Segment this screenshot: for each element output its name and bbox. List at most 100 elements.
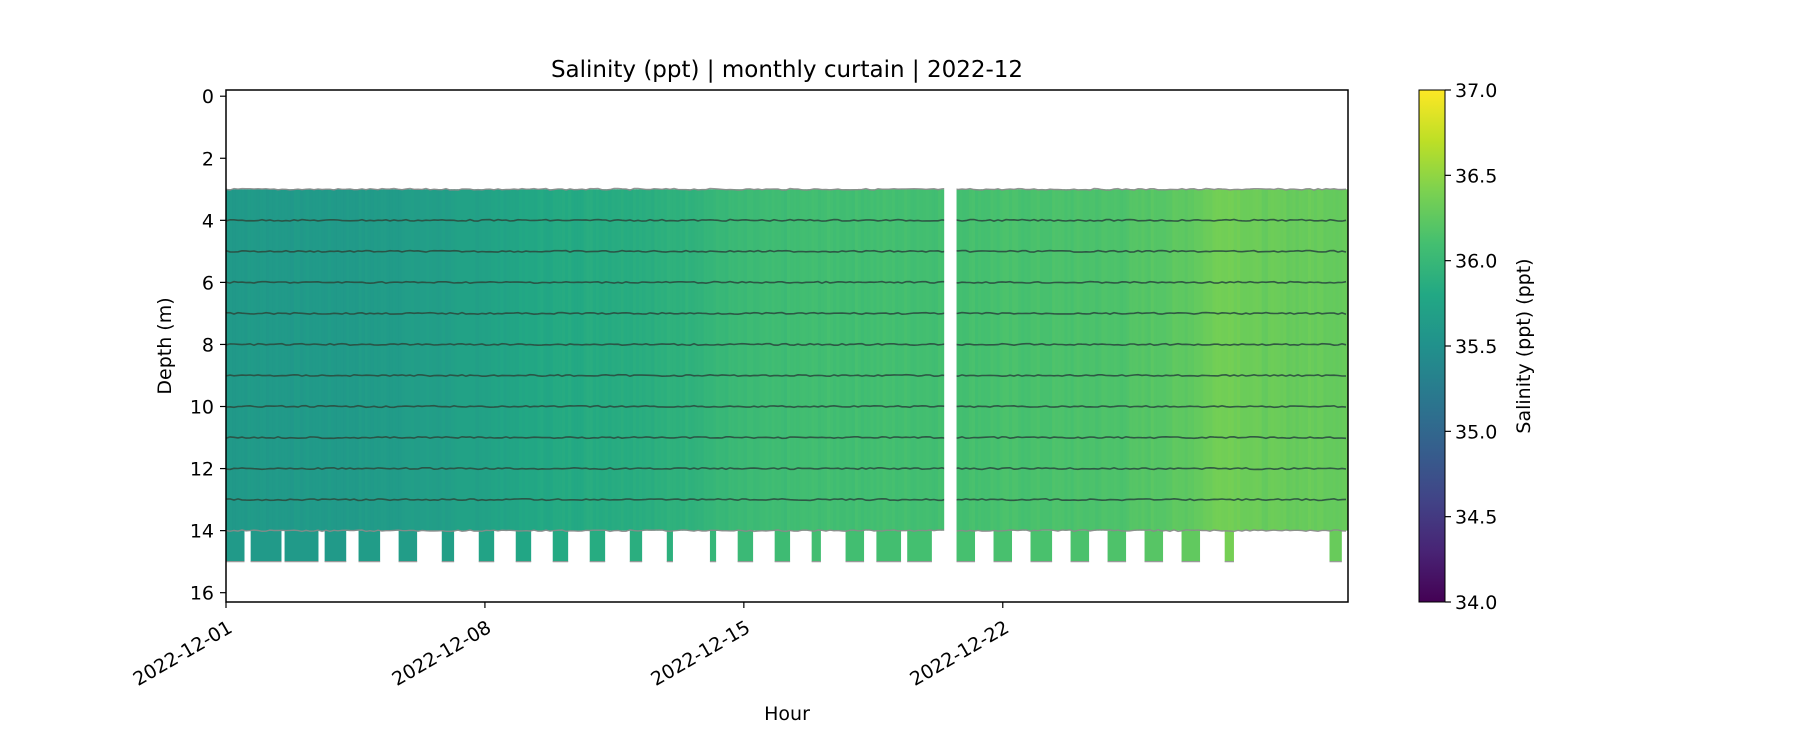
sensor-line-4m bbox=[226, 218, 1347, 222]
heat-cell bbox=[1277, 189, 1281, 531]
heat-cell bbox=[355, 189, 360, 531]
heat-cell bbox=[870, 189, 874, 531]
heat-cell bbox=[1298, 189, 1303, 531]
heat-cell bbox=[925, 189, 930, 531]
heat-cell bbox=[848, 189, 853, 531]
heat-cell bbox=[1092, 189, 1096, 531]
heat-cell bbox=[620, 189, 625, 531]
heat-cell bbox=[518, 189, 523, 531]
heat-cell bbox=[836, 189, 841, 531]
heat-cell bbox=[250, 189, 255, 531]
sensor-line-14m bbox=[226, 529, 1347, 533]
heat-cell bbox=[996, 189, 1001, 531]
heat-cell bbox=[814, 189, 819, 531]
heat-cell bbox=[469, 189, 474, 531]
heat-cell bbox=[1116, 189, 1121, 531]
heat-cell bbox=[1175, 189, 1180, 531]
heat-cell bbox=[370, 189, 375, 531]
heat-cell bbox=[645, 189, 649, 531]
heat-cell bbox=[1317, 189, 1321, 531]
y-tick-label: 2 bbox=[202, 148, 214, 170]
heat-cell bbox=[756, 189, 760, 531]
bottom-block bbox=[956, 530, 976, 562]
heat-cell bbox=[1030, 189, 1035, 531]
heat-cell bbox=[1012, 189, 1016, 531]
heat-cell bbox=[232, 189, 236, 531]
heat-cell bbox=[1045, 189, 1050, 531]
heat-cell bbox=[475, 189, 480, 531]
heat-cell bbox=[688, 189, 693, 531]
heat-cell bbox=[913, 189, 918, 531]
heat-cell bbox=[737, 189, 742, 531]
chart-title: Salinity (ppt) | monthly curtain | 2022-… bbox=[551, 57, 1023, 83]
heat-cell bbox=[417, 189, 421, 531]
heat-cell bbox=[962, 189, 967, 531]
heat-cell bbox=[1258, 189, 1263, 531]
bottom-block bbox=[774, 530, 791, 562]
heat-cell bbox=[1230, 189, 1235, 531]
bottom-block bbox=[666, 530, 673, 562]
heat-cell bbox=[1169, 189, 1173, 531]
heat-cell bbox=[598, 189, 603, 531]
heat-cell bbox=[543, 189, 548, 531]
heat-cell bbox=[1135, 189, 1139, 531]
heat-cell bbox=[1147, 189, 1152, 531]
heat-cell bbox=[679, 189, 683, 531]
heat-cell bbox=[269, 189, 273, 531]
heat-cell bbox=[759, 189, 763, 531]
heat-cell bbox=[488, 189, 492, 531]
x-axis-label: Hour bbox=[764, 703, 810, 725]
heat-cell bbox=[876, 189, 881, 531]
heat-cell bbox=[811, 189, 816, 531]
heat-cell bbox=[438, 189, 443, 531]
heat-cell bbox=[404, 189, 409, 531]
heat-cell bbox=[808, 189, 813, 531]
heat-cell bbox=[340, 189, 344, 531]
heat-cell bbox=[327, 189, 332, 531]
heat-cell bbox=[460, 189, 464, 531]
heat-cell bbox=[537, 189, 542, 531]
bottom-block bbox=[811, 530, 821, 562]
bottom-block bbox=[1030, 530, 1053, 562]
heat-cell bbox=[253, 189, 258, 531]
heat-cell bbox=[303, 189, 307, 531]
heat-cell bbox=[426, 189, 431, 531]
heat-cell bbox=[1292, 189, 1297, 531]
heat-cell bbox=[1270, 189, 1275, 531]
heat-cell bbox=[642, 189, 646, 531]
heat-cell bbox=[864, 189, 868, 531]
heat-cell bbox=[617, 189, 622, 531]
heat-cell bbox=[312, 189, 316, 531]
y-axis-label: Depth (m) bbox=[154, 297, 176, 394]
heat-cell bbox=[879, 189, 884, 531]
heat-cell bbox=[358, 189, 363, 531]
heat-cell bbox=[1221, 189, 1226, 531]
heat-cell bbox=[1215, 189, 1220, 531]
heat-cell bbox=[669, 189, 674, 531]
heat-cell bbox=[777, 189, 782, 531]
bottom-block bbox=[284, 530, 319, 562]
heat-cell bbox=[839, 189, 844, 531]
heat-cell bbox=[845, 189, 850, 531]
heat-cell bbox=[1224, 189, 1229, 531]
x-tick-label: 2022-12-22 bbox=[906, 616, 1013, 690]
heat-cell bbox=[910, 189, 914, 531]
heat-cell bbox=[632, 189, 637, 531]
heat-cell bbox=[934, 189, 939, 531]
heat-cell bbox=[367, 189, 372, 531]
y-tick-label: 12 bbox=[190, 459, 214, 481]
heat-cell bbox=[1008, 189, 1013, 531]
sensor-line-9m bbox=[226, 373, 1346, 378]
sensor-line-11m bbox=[226, 435, 1347, 440]
heat-cell bbox=[1064, 189, 1069, 531]
heat-cell bbox=[1261, 189, 1266, 531]
bottom-block bbox=[1107, 530, 1127, 562]
heat-cell bbox=[1332, 189, 1337, 531]
heat-cell bbox=[657, 189, 662, 531]
heat-cell bbox=[580, 189, 585, 531]
heat-cell bbox=[833, 189, 837, 531]
heat-cell bbox=[639, 189, 643, 531]
heat-cell bbox=[1320, 189, 1324, 531]
heat-cell bbox=[1027, 189, 1032, 531]
heat-cell bbox=[420, 189, 424, 531]
